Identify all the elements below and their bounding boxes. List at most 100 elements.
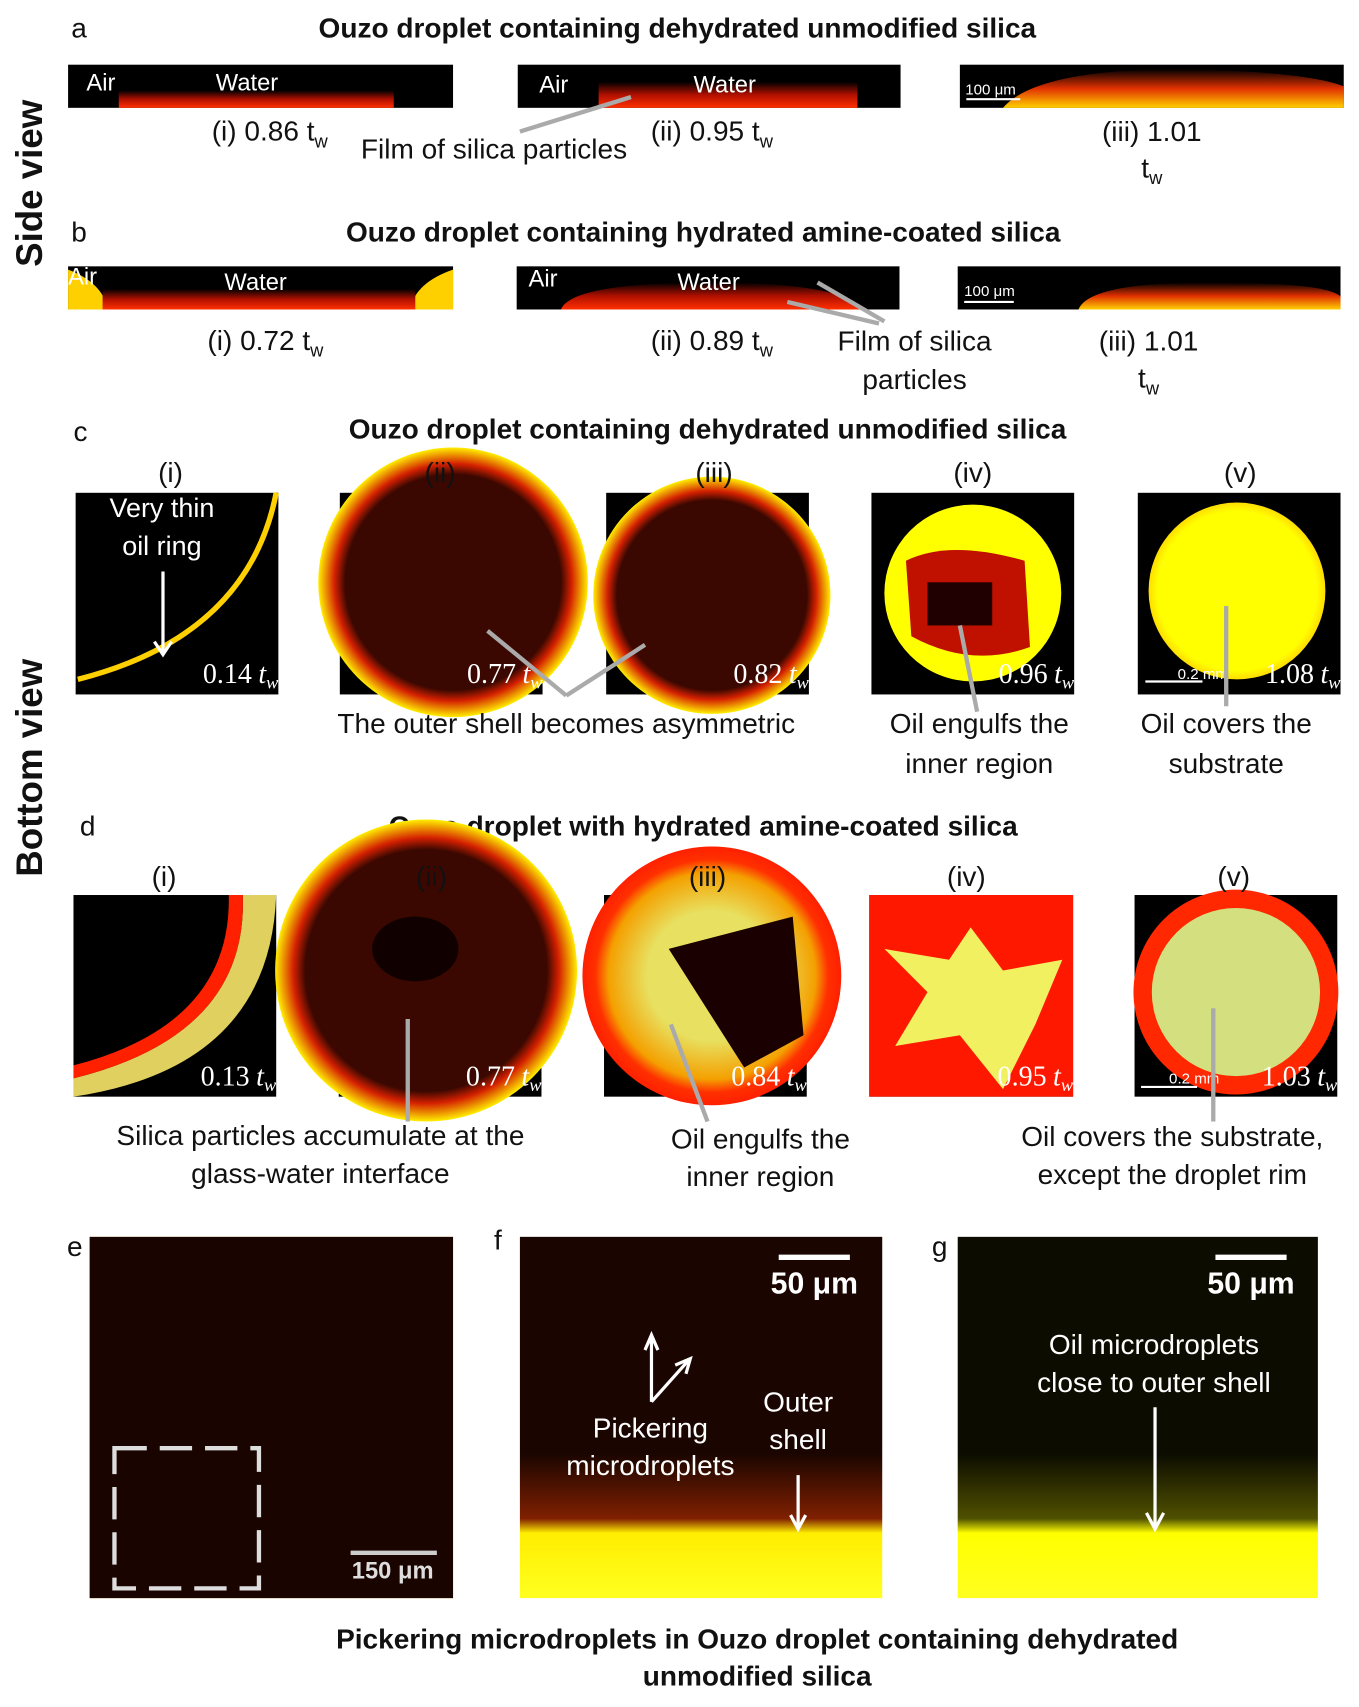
time-value: 0.13: [201, 1062, 250, 1093]
caption: (i) 0.86 tw: [212, 116, 329, 151]
panel-letter: f: [494, 1225, 502, 1256]
time-value: 0.77: [466, 1062, 515, 1093]
time-label: 0.14 tw: [203, 660, 279, 693]
caption: (ii) 0.89 tw: [651, 325, 774, 360]
panel-title: Ouzo droplet containing dehydrated unmod…: [319, 13, 1037, 44]
time-sub: w: [795, 1075, 808, 1095]
panel-title: Ouzo droplet containing dehydrated unmod…: [349, 414, 1067, 445]
roman-label: (i): [158, 457, 183, 488]
image-label: Water: [677, 270, 739, 296]
panel-letter: b: [71, 216, 87, 247]
time-var: t: [523, 660, 532, 691]
annotation: shell: [769, 1424, 827, 1455]
arrow: [486, 606, 1229, 713]
caption: inner region: [905, 748, 1053, 779]
time-var: t: [789, 660, 798, 691]
scale-bar-label: 150 μm: [352, 1558, 434, 1584]
time-sub: w: [264, 1075, 277, 1095]
roman-label: (v): [1217, 861, 1250, 892]
panel-title: Ouzo droplet containing hydrated amine-c…: [346, 216, 1061, 247]
inset-label: Very thin: [109, 493, 214, 523]
time-value: 0.82: [733, 660, 782, 691]
caption: tw: [1141, 153, 1163, 188]
image-label: Air: [539, 73, 568, 99]
panel-letter: g: [932, 1231, 948, 1262]
scale-bar-label: 100 μm: [964, 283, 1015, 300]
annotation: Film of silica: [838, 325, 993, 356]
caption: except the droplet rim: [1038, 1159, 1307, 1190]
caption: Oil engulfs the: [890, 708, 1069, 739]
time-sub: w: [1325, 1075, 1338, 1095]
image-label: Water: [216, 70, 278, 96]
image-label: Air: [529, 267, 558, 293]
arrow: [153, 571, 173, 658]
caption: substrate: [1169, 748, 1284, 779]
annotation: Outer: [763, 1386, 833, 1417]
annotation: close to outer shell: [1037, 1367, 1271, 1398]
time-label: 0.96 tw: [999, 660, 1075, 693]
time-sub: w: [1062, 673, 1075, 693]
scale-bar-label: 0.2 mm: [1169, 1070, 1219, 1087]
arrow: [519, 94, 632, 134]
roman-label: (iv): [953, 457, 992, 488]
time-value: 0.77: [467, 660, 516, 691]
bottom-image: [75, 447, 1341, 718]
caption: (iii) 1.01: [1099, 325, 1199, 356]
arrow: [405, 1008, 1216, 1123]
time-label: 0.77 tw: [467, 660, 543, 693]
time-var: t: [1054, 660, 1063, 691]
caption: glass-water interface: [191, 1158, 449, 1189]
caption: (i) 0.72 tw: [207, 325, 324, 360]
image-label: Air: [86, 70, 115, 96]
time-var: t: [521, 1062, 530, 1093]
caption: Oil covers the substrate,: [1021, 1121, 1323, 1152]
caption: tw: [1138, 363, 1160, 398]
scale-bar-label: 0.2 mm: [1178, 666, 1228, 683]
roman-label: (iii): [695, 457, 732, 488]
time-value: 0.95: [998, 1062, 1047, 1093]
caption: inner region: [686, 1161, 834, 1192]
time-label: 1.08 tw: [1265, 660, 1341, 693]
panel-letter: c: [73, 416, 87, 447]
panel-letter: d: [80, 811, 96, 842]
time-value: 0.84: [731, 1062, 780, 1093]
scale-bar-label: 50 μm: [771, 1267, 858, 1300]
roman-label: (iii): [689, 861, 726, 892]
roman-label: (i): [152, 861, 177, 892]
time-var: t: [258, 660, 267, 691]
panel-letter: e: [67, 1231, 83, 1262]
annotation: Oil microdroplets: [1049, 1329, 1259, 1360]
caption: (iii) 1.01: [1102, 116, 1202, 147]
time-sub: w: [530, 673, 543, 693]
time-label: 0.77 tw: [466, 1062, 542, 1095]
roman-label: (iv): [947, 861, 986, 892]
image-label: Air: [68, 264, 97, 290]
scale-bar-label: 50 μm: [1207, 1267, 1294, 1300]
annotation: Pickering: [593, 1412, 708, 1443]
side-image: [68, 64, 1344, 108]
time-labels: 0.14 tw 0.77 tw 0.82 tw 0.96 tw 1.08 tw0.13 tw 0.77…: [201, 660, 1342, 1096]
time-sub: w: [1061, 1075, 1074, 1095]
caption: Oil engulfs the: [671, 1123, 850, 1154]
arrow: [786, 280, 886, 326]
footer-title: unmodified silica: [643, 1660, 872, 1691]
caption: Silica particles accumulate at the: [116, 1120, 524, 1151]
time-label: 0.82 tw: [733, 660, 809, 693]
footer-title: Pickering microdroplets in Ouzo droplet …: [336, 1624, 1178, 1655]
caption: The outer shell becomes asymmetric: [337, 708, 795, 739]
side-image: [68, 266, 1341, 310]
time-var: t: [256, 1062, 265, 1093]
arrow: [643, 1330, 1166, 1533]
time-var: t: [1320, 660, 1329, 691]
time-var: t: [1053, 1062, 1062, 1093]
roman-label: (ii): [416, 861, 447, 892]
time-sub: w: [797, 673, 810, 693]
roman-label: (ii): [425, 457, 456, 488]
time-value: 1.03: [1262, 1062, 1311, 1093]
inset-label: oil ring: [122, 531, 201, 561]
time-sub: w: [266, 673, 279, 693]
time-label: 0.95 tw: [998, 1062, 1074, 1095]
time-var: t: [787, 1062, 796, 1093]
caption: Oil covers the: [1141, 708, 1312, 739]
